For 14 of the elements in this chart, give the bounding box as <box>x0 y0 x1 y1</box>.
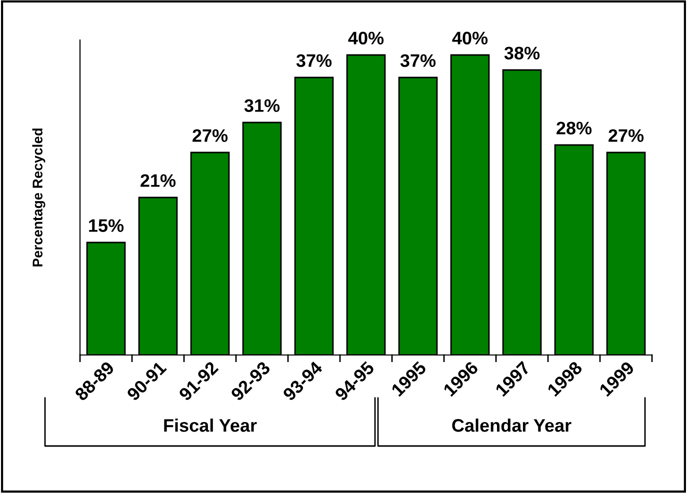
data-label: 40% <box>452 32 488 44</box>
text: Calendar Year <box>452 418 572 432</box>
data-label: 27% <box>608 129 644 142</box>
data-label: 21% <box>140 174 176 187</box>
data-label: 37% <box>400 54 436 68</box>
data-label: 28% <box>556 122 592 134</box>
data-label: 31% <box>244 99 280 112</box>
data-label: 38% <box>504 46 540 60</box>
data-label: 15% <box>89 219 124 232</box>
data-label: 40% <box>348 32 384 44</box>
data-label: 37% <box>296 54 332 68</box>
y-axis-title: Percentage Recycled <box>32 128 46 266</box>
text: Fiscal Year <box>164 418 257 432</box>
data-label: 27% <box>192 129 228 142</box>
